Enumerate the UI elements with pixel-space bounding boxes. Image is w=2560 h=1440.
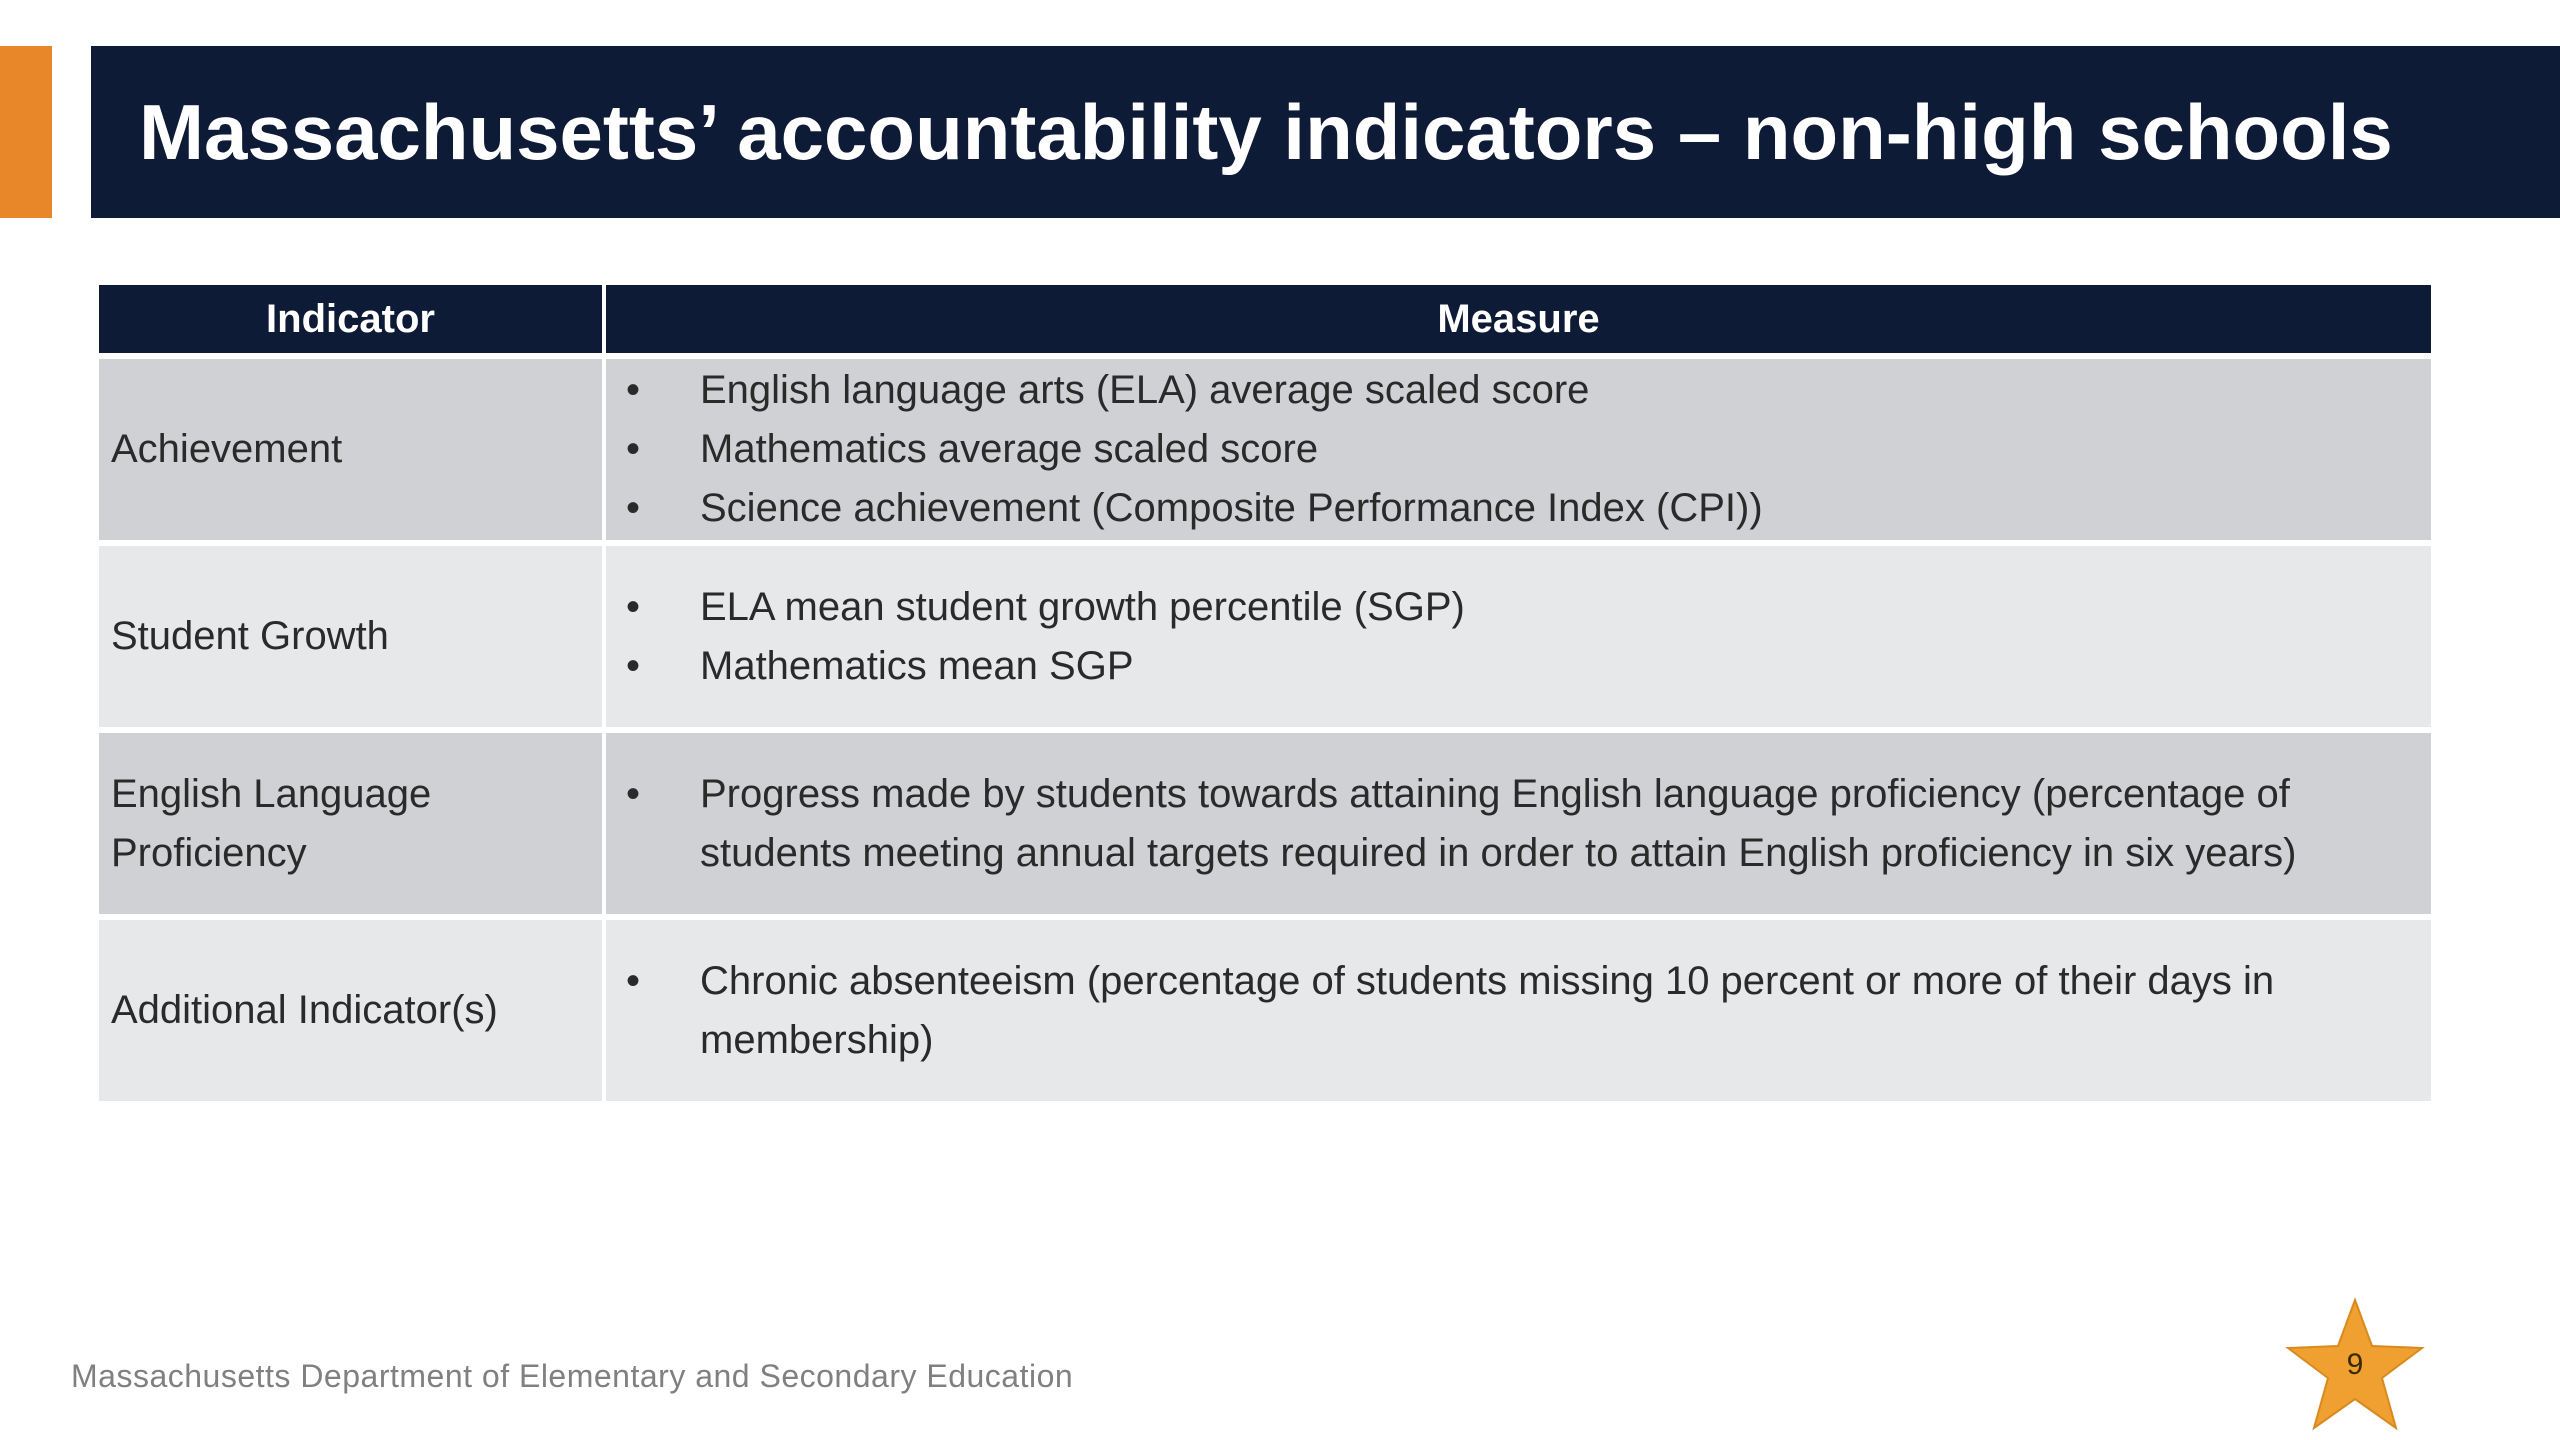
measure-cell: • Progress made by students towards attai… [606, 733, 2431, 920]
page-number-badge: 9 [2280, 1296, 2430, 1440]
measure-item: • Chronic absenteeism (percentage of stud… [626, 952, 2401, 1070]
measure-item: • Progress made by students towards attai… [626, 765, 2401, 883]
star-icon [2285, 1297, 2425, 1431]
title-band: Massachusetts’ accountability indicators… [91, 46, 2560, 218]
bullet-icon: • [626, 771, 641, 816]
table-row: English Language Proficiency • Progress m… [99, 733, 2431, 920]
indicator-cell: English Language Proficiency [99, 733, 606, 920]
measure-text: Mathematics mean SGP [700, 643, 1134, 688]
bullet-icon: • [626, 643, 641, 688]
header-measure: Measure [606, 285, 2431, 359]
table-header-row: Indicator Measure [99, 285, 2431, 359]
header-indicator: Indicator [99, 285, 606, 359]
measure-item: • English language arts (ELA) average sca… [626, 361, 2401, 420]
bullet-icon: • [626, 427, 641, 471]
measure-cell: • Chronic absenteeism (percentage of stud… [606, 920, 2431, 1107]
measure-text: Science achievement (Composite Performan… [700, 486, 1763, 530]
measure-list: • Chronic absenteeism (percentage of stud… [626, 952, 2401, 1070]
measure-text: English language arts (ELA) average scal… [700, 368, 1590, 412]
measure-item: • ELA mean student growth percentile (SGP… [626, 578, 2401, 637]
bullet-icon: • [626, 584, 641, 629]
indicators-table: Indicator Measure Achievement • English l… [99, 285, 2431, 1107]
measure-list: • English language arts (ELA) average sca… [626, 361, 2401, 538]
indicator-cell: Achievement [99, 359, 606, 546]
measure-item: • Science achievement (Composite Performa… [626, 479, 2401, 538]
bullet-icon: • [626, 486, 641, 530]
measure-list: • ELA mean student growth percentile (SGP… [626, 578, 2401, 696]
measure-text: ELA mean student growth percentile (SGP) [700, 584, 1465, 629]
measure-text: Chronic absenteeism (percentage of stude… [700, 958, 2275, 1062]
indicator-cell: Student Growth [99, 546, 606, 733]
table-row: Additional Indicator(s) • Chronic absente… [99, 920, 2431, 1107]
measure-text: Progress made by students towards attain… [700, 771, 2297, 875]
footer-organization: Massachusetts Department of Elementary a… [71, 1358, 1074, 1394]
measure-item: • Mathematics average scaled score [626, 420, 2401, 479]
measure-text: Mathematics average scaled score [700, 427, 1319, 471]
measure-cell: • ELA mean student growth percentile (SGP… [606, 546, 2431, 733]
measure-list: • Progress made by students towards attai… [626, 765, 2401, 883]
measure-item: • Mathematics mean SGP [626, 637, 2401, 696]
table-row: Achievement • English language arts (ELA)… [99, 359, 2431, 546]
page-number: 9 [2346, 1348, 2364, 1381]
indicator-cell: Additional Indicator(s) [99, 920, 606, 1107]
slide-title: Massachusetts’ accountability indicators… [139, 87, 2393, 176]
bullet-icon: • [626, 368, 641, 412]
bullet-icon: • [626, 958, 641, 1003]
measure-cell: • English language arts (ELA) average sca… [606, 359, 2431, 546]
accent-bar [0, 46, 52, 218]
table-row: Student Growth • ELA mean student growth … [99, 546, 2431, 733]
